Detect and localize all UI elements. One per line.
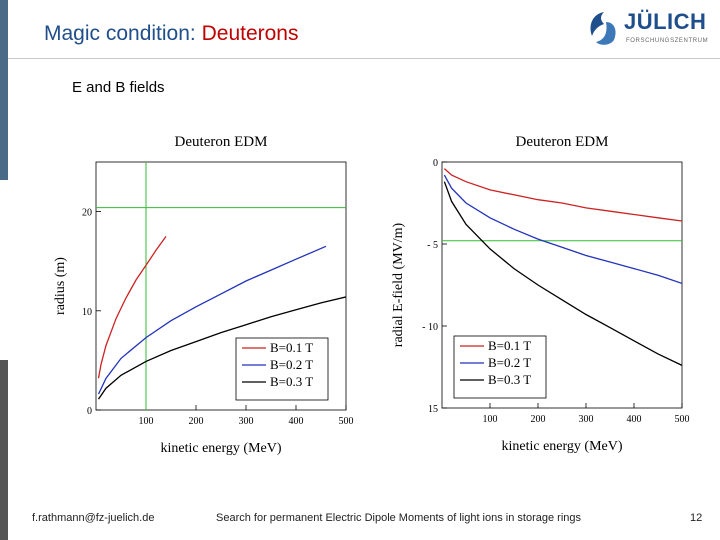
subtitle: E and B fields <box>72 79 165 96</box>
y-tick-label: - 5 <box>427 240 438 251</box>
slide-title-accent: Deuterons <box>201 22 299 45</box>
footer-talk-title: Search for permanent Electric Dipole Mom… <box>216 512 582 524</box>
chart-1-group: Deuteron EDM 100 200 300 400 500 0 - 5 - 10 15 kin… <box>391 134 690 454</box>
series-line-2 <box>97 245 327 395</box>
y-tick-label: 0 <box>433 158 438 169</box>
series-line-3 <box>443 181 682 366</box>
y-tick-label: 15 <box>428 404 438 415</box>
y-axis-label: radial E-field (MV/m) <box>391 222 406 347</box>
side-accent-bar-bottom <box>0 360 8 540</box>
x-tick-label: 400 <box>627 414 642 425</box>
slide-title: Magic condition: Deuterons <box>44 22 298 46</box>
slide-title-main: Magic condition: <box>44 22 202 45</box>
x-tick-label: 200 <box>189 416 204 427</box>
x-tick-label: 400 <box>289 416 304 427</box>
plot-frame <box>95 161 347 411</box>
juelich-logo-icon <box>590 12 616 45</box>
legend-box <box>453 335 547 399</box>
logo-text: JÜLICH <box>624 9 707 34</box>
juelich-logo: JÜLICH FORSCHUNGSZENTRUM <box>586 8 716 52</box>
x-tick-label: 500 <box>675 414 690 425</box>
y-tick-label: 20 <box>82 208 92 219</box>
y-tick-label: - 10 <box>422 322 438 333</box>
y-tick-label: 0 <box>87 406 92 417</box>
y-tick-label: 10 <box>82 307 92 318</box>
x-axis-label: kinetic energy (MeV) <box>501 439 622 454</box>
legend-label: B=0.3 T <box>270 374 313 389</box>
x-tick-label: 300 <box>239 416 254 427</box>
legend-label: B=0.1 T <box>270 340 313 355</box>
x-tick-label: 500 <box>339 416 354 427</box>
plot-frame <box>441 161 683 409</box>
y-axis-label: radius (m) <box>53 257 68 315</box>
x-tick-label: 200 <box>531 414 546 425</box>
side-accent-bar-top <box>0 0 8 180</box>
x-tick-label: 300 <box>579 414 594 425</box>
chart-title: Deuteron EDM <box>175 134 268 150</box>
x-tick-label: 100 <box>483 414 498 425</box>
legend-label: B=0.2 T <box>270 357 313 372</box>
series-line-1 <box>97 236 167 379</box>
footer-email: f.rathmann@fz-juelich.de <box>32 512 155 524</box>
series-line-1 <box>443 168 682 222</box>
footer-page-number: 12 <box>690 512 703 524</box>
title-divider <box>8 58 720 59</box>
legend-label: B=0.2 T <box>488 355 531 370</box>
efield-chart: Deuteron EDM 100 200 300 400 500 0 - 5 - 10 15 kin… <box>391 134 690 454</box>
x-axis-label: kinetic energy (MeV) <box>160 441 281 456</box>
chart-title: Deuteron EDM <box>516 134 609 150</box>
series-line-3 <box>97 296 346 400</box>
radius-chart: Deuteron EDM 100 200 300 400 500 0 10 20 kinetic … <box>53 134 354 456</box>
legend-label: B=0.3 T <box>488 372 531 387</box>
logo-subtext: FORSCHUNGSZENTRUM <box>626 38 709 44</box>
chart-0-group: Deuteron EDM 100 200 300 400 500 0 10 20 kinetic … <box>53 134 354 456</box>
legend-label: B=0.1 T <box>488 338 531 353</box>
series-line-2 <box>443 174 682 285</box>
x-tick-label: 100 <box>139 416 154 427</box>
